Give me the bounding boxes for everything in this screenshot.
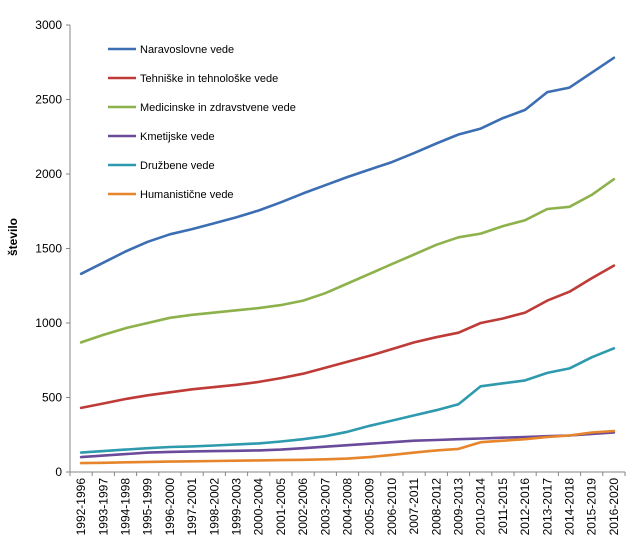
y-tick-label: 1500 — [35, 242, 62, 256]
x-tick-label: 1992-1996 — [74, 478, 88, 536]
series-line-0 — [79, 56, 616, 276]
series-line-3 — [79, 431, 616, 459]
y-tick-labels: 0 500 1000 1500 2000 2500 3000 — [35, 18, 62, 479]
x-tick-label: 2012-2016 — [518, 478, 532, 536]
x-tick-label: 2007-2011 — [407, 478, 421, 535]
x-tick-label: 2000-2004 — [252, 478, 266, 536]
legend-label: Humanistične vede — [140, 189, 234, 201]
x-tick-label: 2008-2012 — [429, 478, 443, 536]
x-tick-label: 2013-2017 — [540, 478, 554, 536]
series-line-4 — [79, 346, 616, 454]
legend-label: Tehniške in tehnološke vede — [140, 73, 278, 85]
x-tick-label: 2005-2009 — [363, 478, 377, 536]
legend-label: Naravoslovne vede — [140, 44, 234, 56]
x-tick-label: 2014-2018 — [563, 478, 577, 536]
x-tick-label: 1995-1999 — [141, 478, 155, 536]
x-tick-label: 1997-2001 — [185, 478, 199, 536]
series-line-1 — [79, 264, 616, 410]
axes — [66, 24, 626, 476]
x-tick-label: 1996-2000 — [163, 478, 177, 536]
x-tick-label: 2002-2006 — [296, 478, 310, 536]
x-tick-label: 2016-2020 — [607, 478, 621, 536]
legend-label: Medicinske in zdravstvene vede — [140, 102, 296, 114]
y-axis-label: število — [6, 218, 20, 256]
x-tick-label: 2011-2015 — [496, 478, 510, 535]
x-tick-labels: 1992-1996 1993-1997 1994-1998 1995-1999 1996… — [74, 478, 621, 536]
x-tick-label: 1993-1997 — [96, 478, 110, 536]
series-lines — [79, 56, 616, 465]
y-tick-label: 2000 — [35, 167, 62, 181]
x-tick-label: 2010-2014 — [474, 478, 488, 536]
y-tick-label: 500 — [42, 391, 62, 405]
series-line-2 — [79, 177, 616, 344]
x-tick-label: 2004-2008 — [341, 478, 355, 536]
x-tick-label: 1998-2002 — [207, 478, 221, 536]
x-tick-label: 2009-2013 — [452, 478, 466, 536]
x-tick-label: 2006-2010 — [385, 478, 399, 536]
x-tick-label: 2003-2007 — [318, 478, 332, 536]
y-tick-label: 2500 — [35, 93, 62, 107]
y-tick-label: 1000 — [35, 316, 62, 330]
x-tick-label: 1994-1998 — [119, 478, 133, 536]
y-tick-label: 0 — [55, 465, 62, 479]
legend-label: Kmetijske vede — [140, 131, 215, 143]
legend: Naravoslovne vede Tehniške in tehnološke … — [108, 44, 296, 201]
legend-label: Družbene vede — [140, 160, 215, 172]
x-tick-label: 1999-2003 — [230, 478, 244, 536]
series-line-5 — [79, 429, 616, 465]
x-tick-label: 2001-2005 — [274, 478, 288, 536]
y-tick-label: 3000 — [35, 18, 62, 32]
x-tick-label: 2015-2019 — [585, 478, 599, 536]
